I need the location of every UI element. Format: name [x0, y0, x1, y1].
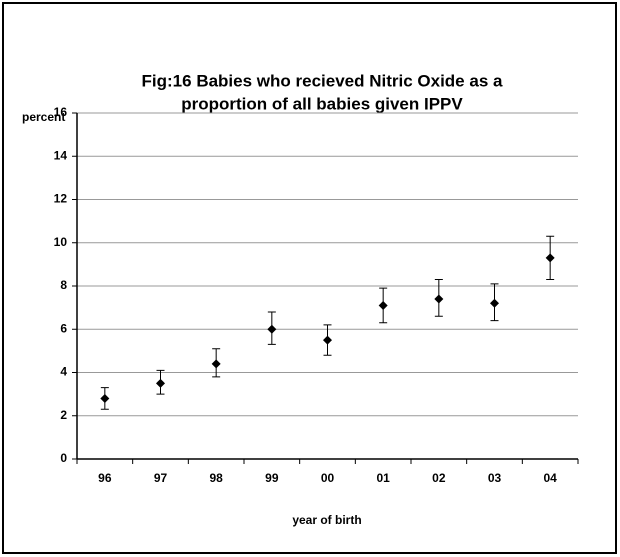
marker — [323, 335, 332, 345]
y-tick-label: 16 — [54, 105, 68, 119]
x-tick-label: 97 — [154, 471, 168, 485]
x-tick-label: 00 — [321, 471, 335, 485]
marker — [434, 294, 444, 304]
marker — [156, 378, 165, 388]
x-tick-label: 99 — [265, 471, 279, 485]
marker — [378, 300, 388, 310]
x-tick-label: 02 — [432, 471, 446, 485]
y-axis-title: percent — [22, 110, 65, 124]
x-tick-label: 96 — [98, 471, 112, 485]
y-tick-label: 12 — [54, 192, 68, 206]
chart-title: Fig:16 Babies who recieved Nitric Oxide … — [142, 71, 503, 90]
marker — [545, 253, 555, 263]
chart-title: proportion of all babies given IPPV — [181, 94, 463, 113]
y-tick-label: 10 — [54, 235, 68, 249]
marker — [211, 359, 221, 369]
x-tick-label: 01 — [376, 471, 390, 485]
x-tick-label: 03 — [488, 471, 502, 485]
y-tick-label: 4 — [60, 365, 67, 379]
marker — [490, 298, 499, 308]
y-tick-label: 0 — [60, 451, 67, 465]
y-tick-label: 8 — [60, 278, 67, 292]
x-tick-label: 04 — [543, 471, 557, 485]
marker — [267, 324, 277, 334]
y-tick-label: 2 — [60, 408, 67, 422]
x-tick-label: 98 — [209, 471, 223, 485]
x-axis-title: year of birth — [292, 513, 361, 527]
marker — [100, 393, 110, 403]
y-tick-label: 14 — [54, 148, 68, 162]
y-tick-label: 6 — [60, 321, 67, 335]
